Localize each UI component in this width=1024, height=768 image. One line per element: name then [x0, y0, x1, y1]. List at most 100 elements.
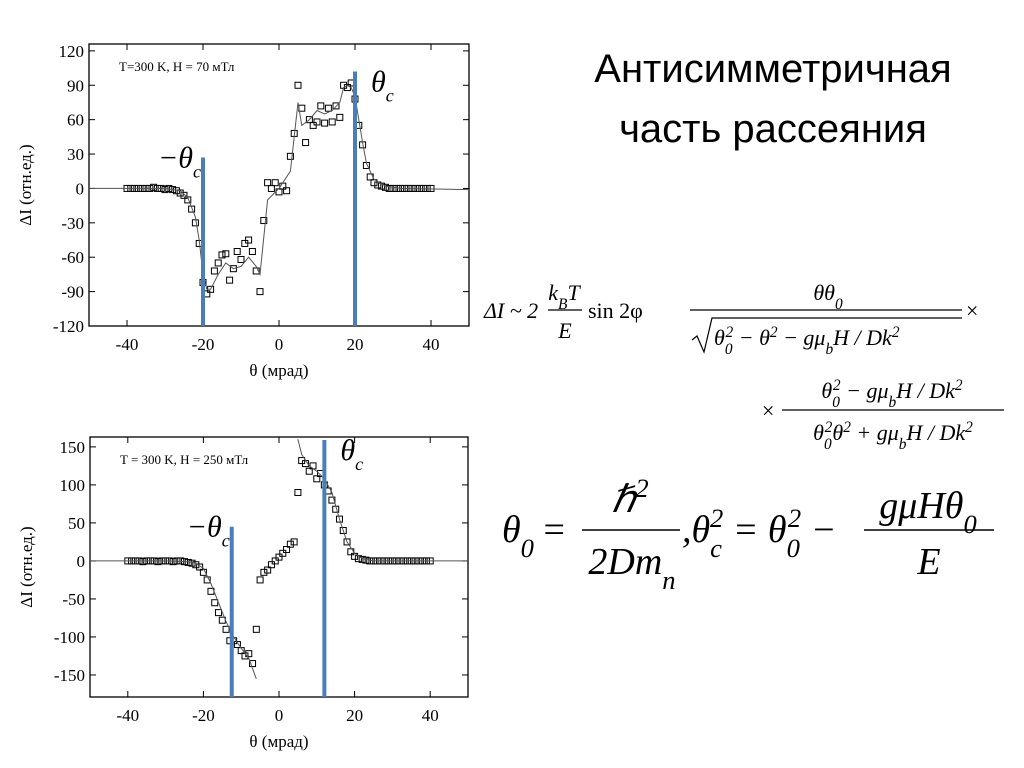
formula-text: E	[916, 541, 940, 583]
data-point	[294, 81, 302, 89]
data-point	[328, 496, 336, 504]
annotation: T = 300 K, H = 250 мТл	[120, 452, 249, 467]
y-tick-label: 0	[77, 552, 86, 571]
formula-text: θ	[821, 378, 832, 403]
data-point	[275, 553, 283, 561]
formula-3: θ0 = ℏ2 2Dmn ,θc2 = θ02 − gμHθ0 E	[502, 473, 994, 595]
formula-text: H / Dk	[832, 325, 893, 350]
formula-text: θ	[832, 420, 843, 445]
data-point	[184, 196, 192, 204]
data-point	[332, 102, 340, 110]
y-tick-label: 50	[68, 514, 85, 533]
data-point	[267, 561, 275, 569]
radical	[691, 317, 962, 354]
data-point	[264, 566, 272, 574]
data-point	[226, 276, 234, 284]
formula-text: 2	[833, 377, 841, 394]
data-point	[305, 467, 313, 475]
data-point	[313, 475, 321, 483]
formula-text: −	[801, 509, 836, 551]
data-point	[275, 188, 283, 196]
data-point	[328, 118, 336, 126]
formula-text: sin 2φ	[588, 298, 643, 323]
y-tick-label: 60	[67, 111, 84, 130]
data-point	[150, 183, 158, 191]
formula-text: 2	[892, 324, 900, 341]
data-point	[336, 113, 344, 121]
formula-text: 0	[824, 436, 832, 453]
data-point	[305, 116, 313, 124]
fit-line	[89, 84, 470, 290]
plot-frame	[89, 436, 469, 698]
critical-angle-label: −θc	[187, 511, 230, 551]
formula-text: 0	[832, 394, 840, 411]
formula-text: H / Dk	[905, 420, 966, 445]
title-line: Антисимметричная	[594, 47, 951, 91]
y-tick-label: -100	[54, 628, 85, 647]
formula-text: 0	[787, 533, 800, 563]
formula-1: ΔI ~ 2 kBT E sin 2φ θθ0 θ02 − θ2 − gμbH …	[483, 280, 978, 358]
formula-text: 0	[963, 509, 976, 539]
data-point	[233, 247, 241, 255]
x-axis-label: θ (мрад)	[249, 732, 308, 751]
y-tick-label: -60	[61, 248, 84, 267]
x-tick-label: -20	[192, 706, 215, 725]
data-point	[211, 599, 219, 607]
data-point	[252, 267, 260, 275]
critical-angle-label: θc	[340, 434, 363, 474]
data-point	[347, 548, 355, 556]
data-point	[283, 187, 291, 195]
data-point	[222, 625, 230, 633]
data-point	[196, 563, 204, 571]
fit-line	[90, 439, 468, 679]
x-tick-label: 40	[422, 706, 439, 725]
formula-text: θθ0	[813, 280, 843, 313]
data-point	[321, 119, 329, 127]
formula-text: θθ	[813, 280, 835, 305]
formula-text: kBT	[548, 280, 581, 313]
data-point	[264, 179, 272, 187]
data-point	[271, 557, 279, 565]
formula-text: 2	[825, 419, 833, 436]
y-tick-label: 120	[59, 42, 85, 61]
formula-text: − θ	[733, 325, 770, 350]
formula-text: 2	[843, 419, 851, 436]
formula-text: θ02 − gμbH / Dk2	[821, 377, 962, 411]
formula-text: 2	[726, 324, 734, 341]
formula-text: ℏ2	[611, 473, 648, 521]
y-tick-label: 90	[67, 76, 84, 95]
slide-title: Антисимметричная часть рассеяния	[594, 47, 951, 151]
y-tick-label: 100	[60, 476, 86, 495]
formula-text: H / Dk	[895, 378, 956, 403]
data-point	[294, 488, 302, 496]
x-tick-label: 40	[423, 335, 440, 354]
formula-text: + gμ	[851, 420, 899, 445]
data-point	[286, 152, 294, 160]
data-point	[343, 538, 351, 546]
data-point	[339, 527, 347, 535]
data-point	[154, 558, 162, 566]
formula-text: − gμ	[778, 325, 826, 350]
data-point	[215, 609, 223, 617]
critical-angle-label: c	[355, 454, 363, 474]
data-point	[248, 247, 256, 255]
formula-text: 2	[788, 503, 801, 533]
y-axis-label: ΔI (отн.ед.)	[17, 526, 36, 607]
formula-text: 0	[725, 341, 733, 358]
data-point	[249, 660, 257, 668]
critical-angle-label: −θ	[158, 141, 193, 174]
y-tick-label: -90	[61, 283, 84, 302]
formula-text: b	[899, 436, 907, 453]
y-tick-label: 150	[60, 438, 86, 457]
formula-text: ℏ	[611, 479, 638, 521]
critical-angle-label: −θ	[187, 511, 222, 544]
data-point	[324, 104, 332, 112]
critical-angle-label: θ	[371, 66, 386, 99]
y-tick-label: -150	[54, 666, 85, 685]
critical-angle-label: c	[222, 531, 230, 551]
formula-text: θ	[714, 325, 725, 350]
data-point	[161, 186, 169, 194]
x-tick-label: 20	[347, 335, 364, 354]
data-point	[290, 538, 298, 546]
data-point	[389, 184, 397, 192]
